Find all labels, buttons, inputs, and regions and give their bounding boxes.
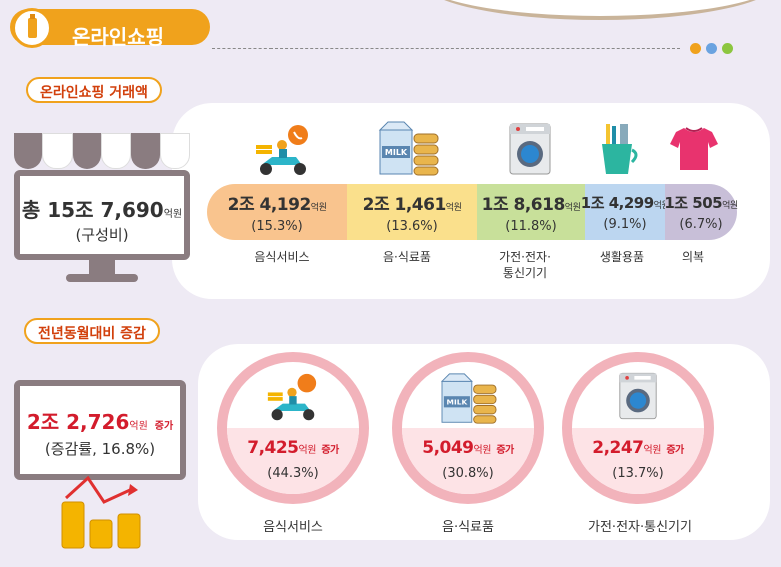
circle-label: 음·식료품 <box>442 520 494 535</box>
store-monitor <box>10 133 190 283</box>
page-title: 온라인쇼핑 <box>72 25 164 49</box>
yoy-circle-electronics: 2,247억원 증가 (13.7%) <box>562 352 714 504</box>
bottle-icon <box>12 8 52 48</box>
monitor-stand <box>89 260 115 276</box>
dot-blue <box>706 43 717 54</box>
segment-food-service: 2조 4,192억원 (15.3%) <box>207 184 347 240</box>
share-bar: 2조 4,192억원 (15.3%) 2조 1,461억원 (13.6%) 1조… <box>207 184 738 240</box>
awning <box>14 133 190 169</box>
delivery-scooter-icon <box>252 123 312 183</box>
svg-text:MILK: MILK <box>385 148 408 157</box>
dot-green <box>722 43 733 54</box>
delivery-scooter-icon <box>262 372 322 428</box>
coin-stacks-chart-icon <box>60 468 144 554</box>
milk-bread-icon: MILK <box>376 120 442 182</box>
tshirt-icon <box>668 124 720 178</box>
category-label: 의복 <box>681 250 705 264</box>
total-sub: (구성비) <box>75 226 129 244</box>
decor-dots <box>690 43 733 54</box>
divider <box>212 27 272 49</box>
toothbrush-cup-icon <box>598 122 640 180</box>
category-label: 음·식료품 <box>383 250 431 264</box>
dot-orange <box>690 43 701 54</box>
washing-machine-icon <box>618 370 658 426</box>
circle-label: 음식서비스 <box>263 520 323 535</box>
section-label-yoy: 전년동월대비 증감 <box>24 318 160 344</box>
yoy-circle-food-service: 7,425억원 증가 (44.3%) <box>217 352 369 504</box>
category-label: 가전·전자· 통신기기 <box>499 250 551 280</box>
yoy-total-sub: (증감률, 16.8%) <box>44 440 156 458</box>
total-value: 총 15조 7,690억원 <box>21 198 183 222</box>
segment-household: 1조 4,299억원 (9.1%) <box>581 184 670 240</box>
category-label: 생활용품 <box>599 250 645 264</box>
svg-text:MILK: MILK <box>447 398 468 407</box>
yoy-total-value: 2조 2,726억원 증가 <box>26 410 174 434</box>
washing-machine-icon <box>508 122 552 180</box>
segment-food-beverage: 2조 1,461억원 (13.6%) <box>347 184 477 240</box>
segment-clothing: 1조 505억원 (6.7%) <box>664 184 738 240</box>
yoy-monitor: 2조 2,726억원 증가 (증감률, 16.8%) <box>14 380 186 480</box>
total-monitor: 총 15조 7,690억원 (구성비) <box>14 170 190 260</box>
top-decoration <box>420 0 780 20</box>
circle-label: 가전·전자·통신기기 <box>588 520 692 535</box>
segment-electronics: 1조 8,618억원 (11.8%) <box>477 184 585 240</box>
divider <box>270 48 680 49</box>
section-label-transaction: 온라인쇼핑 거래액 <box>26 77 162 103</box>
milk-bread-icon: MILK <box>438 372 500 430</box>
monitor-base <box>66 274 138 282</box>
category-label: 음식서비스 <box>254 250 310 264</box>
